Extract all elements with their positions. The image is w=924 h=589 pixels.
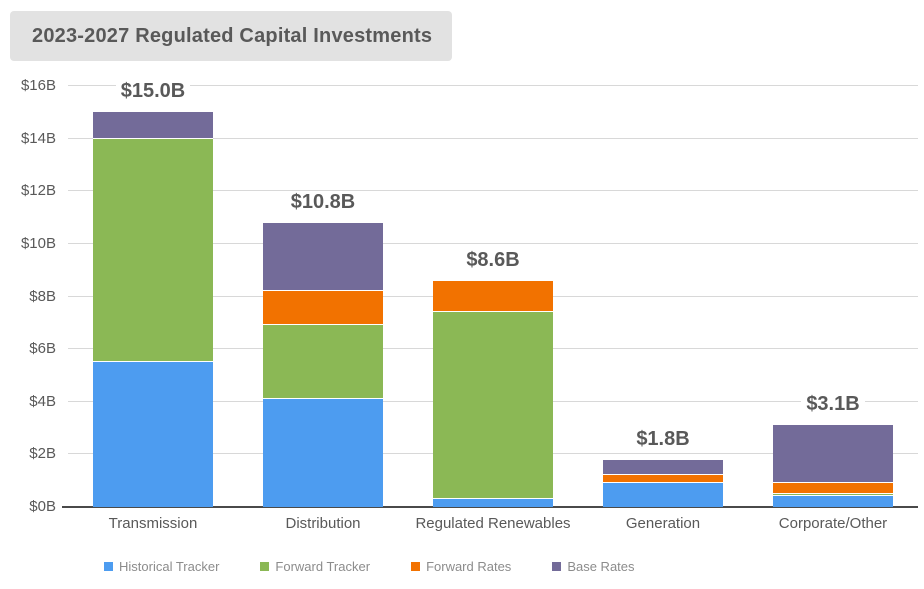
- legend-item: Forward Tracker: [260, 559, 370, 574]
- bar-column: $10.8B: [238, 86, 408, 507]
- legend-item: Base Rates: [552, 559, 635, 574]
- gridline: [68, 137, 918, 139]
- y-tick-label: $16B: [20, 77, 56, 94]
- legend-item: Forward Rates: [411, 559, 511, 574]
- y-tick-label: $2B: [29, 445, 56, 463]
- y-axis-labels: $0B $2B $4B $6B $8B $10B $12B $14B $16B: [0, 77, 56, 515]
- gridline: [68, 242, 918, 244]
- bar-segment-base-rates: [93, 112, 213, 139]
- bar-segment-forward-rates: [263, 291, 383, 326]
- x-axis-labels: Transmission Distribution Regulated Renewa…: [68, 515, 918, 532]
- bar-segment-historical-tracker: [433, 499, 553, 507]
- bar-segment-forward-tracker: [93, 138, 213, 363]
- total-label-text: $3.1B: [801, 393, 865, 416]
- bar-segment-historical-tracker: [773, 496, 893, 507]
- legend-swatch: [411, 562, 421, 571]
- bar-segment-forward-rates: [773, 483, 893, 494]
- stacked-bar: [773, 86, 893, 507]
- bar-column: $8.6B: [408, 86, 578, 507]
- bar-segment-historical-tracker: [263, 399, 383, 507]
- y-tick-label: $4B: [29, 392, 56, 410]
- y-tick-label: $8B: [29, 287, 56, 305]
- stacked-bar: [433, 86, 553, 507]
- total-label: $15.0B: [68, 80, 238, 104]
- bar-column: $15.0B: [68, 80, 238, 507]
- bar-segment-forward-rates: [603, 475, 723, 484]
- x-axis-label: Regulated Renewables: [415, 515, 571, 532]
- legend-label: Base Rates: [567, 559, 635, 574]
- legend-label: Forward Rates: [426, 559, 512, 574]
- stacked-bar: [603, 86, 723, 507]
- gridline: [68, 85, 918, 86]
- x-axis-label: Generation: [625, 515, 701, 532]
- legend-item: Historical Tracker: [104, 559, 219, 574]
- legend-label: Forward Tracker: [275, 559, 371, 574]
- plot-area: $15.0B $10.8B $8.6B $1.8B $3.1B: [62, 80, 918, 508]
- bar-segment-forward-rates: [433, 280, 553, 313]
- y-tick-label: $6B: [29, 340, 56, 358]
- total-label-text: $15.0B: [115, 80, 191, 103]
- bar-segment-historical-tracker: [603, 483, 723, 507]
- gridline: [68, 190, 918, 192]
- y-tick-label: $12B: [20, 182, 56, 200]
- stacked-bar: [93, 86, 213, 507]
- legend-label: Historical Tracker: [119, 559, 220, 574]
- chart-legend: Historical Tracker Forward Tracker Forward…: [104, 559, 635, 574]
- bar-segment-forward-tracker: [773, 493, 893, 497]
- total-label: $1.8B: [578, 427, 748, 452]
- x-axis-label: Transmission: [108, 515, 198, 532]
- stacked-bar: [263, 86, 383, 507]
- y-tick-label: $0B: [29, 498, 56, 515]
- x-axis-line: [62, 506, 918, 508]
- total-label-text: $8.6B: [461, 248, 525, 271]
- chart-title-box: 2023-2027 Regulated Capital Investments: [10, 11, 452, 61]
- total-label: $3.1B: [748, 393, 918, 417]
- legend-swatch: [104, 562, 113, 571]
- x-axis-label: Distribution: [285, 515, 361, 532]
- total-label-text: $1.8B: [631, 427, 695, 450]
- y-tick-label: $10B: [20, 234, 56, 252]
- bar-segment-forward-tracker: [433, 312, 553, 500]
- x-axis-label: Corporate/Other: [778, 515, 888, 532]
- bar-column: $1.8B: [578, 86, 748, 507]
- bar-segment-historical-tracker: [93, 362, 213, 507]
- total-label: $10.8B: [238, 190, 408, 215]
- legend-swatch: [260, 562, 270, 571]
- y-tick-label: $14B: [20, 129, 56, 147]
- total-label: $8.6B: [408, 248, 578, 273]
- bar-segment-base-rates: [263, 222, 383, 292]
- bar-segment-base-rates: [773, 425, 893, 484]
- total-label-text: $10.8B: [285, 190, 361, 213]
- bar-segment-base-rates: [603, 459, 723, 476]
- chart-title: 2023-2027 Regulated Capital Investments: [32, 24, 433, 47]
- bar-segment-forward-tracker: [263, 325, 383, 400]
- legend-swatch: [552, 562, 562, 571]
- bar-column: $3.1B: [748, 86, 918, 507]
